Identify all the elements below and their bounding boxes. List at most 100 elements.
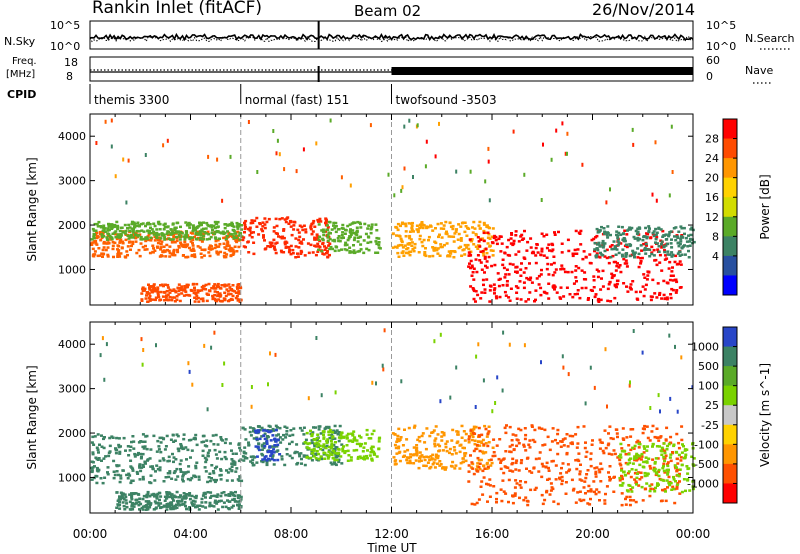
scatter-point [283, 218, 287, 221]
scatter-point [688, 244, 692, 247]
scatter-point [170, 477, 174, 480]
scatter-point [326, 228, 330, 232]
scatter-point [266, 450, 270, 454]
scatter-point [250, 461, 254, 465]
scatter-point [626, 290, 630, 293]
scatter-point [165, 232, 169, 235]
scatter-point [679, 263, 683, 266]
scatter-point [594, 492, 598, 496]
scatter-point [498, 295, 502, 299]
scatter-point [584, 455, 588, 458]
scatter-point [327, 450, 331, 454]
scatter-point [690, 455, 694, 458]
scatter-point [396, 228, 400, 232]
scatter-point [536, 251, 540, 254]
scatter-point [480, 291, 484, 294]
scatter-point [216, 291, 219, 294]
scatter-point [173, 507, 177, 510]
scatter-point [686, 467, 690, 471]
scatter-point [248, 426, 252, 429]
scatter-point [209, 439, 213, 443]
scatter-point [216, 253, 220, 256]
scatter-point [310, 434, 314, 438]
scatter-point [141, 440, 145, 443]
scatter-point [515, 444, 519, 448]
scatter-point [215, 457, 219, 460]
scatter-point [185, 233, 189, 237]
scatter-point [482, 229, 486, 233]
scatter-point [249, 460, 253, 463]
scatter-point [641, 431, 645, 435]
scatter-point [489, 464, 493, 467]
scatter-point [348, 230, 352, 233]
scatter-point [300, 225, 304, 229]
scatter-point [270, 445, 274, 448]
scatter-point [640, 249, 644, 252]
scatter-point [167, 249, 171, 253]
scatter-point [95, 475, 99, 478]
scatter-point [193, 286, 196, 289]
scatter-point [183, 240, 187, 244]
scatter-point [203, 456, 207, 460]
scatter-point [646, 436, 650, 440]
scatter-point [119, 233, 123, 236]
scatter-point [205, 238, 209, 241]
scatter-point [232, 252, 236, 255]
x-tick-label: 08:00 [274, 527, 309, 541]
scatter-point [482, 283, 485, 287]
scatter-point [570, 270, 574, 274]
scatter-point [143, 287, 147, 291]
scatter-point [223, 285, 227, 288]
scatter-point [96, 254, 100, 258]
scatter-point [117, 504, 121, 507]
scatter-point [213, 246, 217, 250]
scatter-point [468, 262, 471, 265]
scatter-point [514, 253, 518, 256]
scatter-point [249, 221, 253, 225]
scatter-point [621, 248, 625, 251]
scatter-point [282, 229, 286, 232]
scatter-point [95, 466, 99, 470]
scatter-point [495, 497, 498, 501]
scatter-point [215, 230, 219, 233]
scatter-point [333, 249, 337, 253]
scatter-point [141, 508, 145, 511]
scatter-point [456, 238, 460, 241]
scatter-point [490, 461, 494, 465]
y-tick-label: 4000 [58, 338, 86, 351]
scatter-point [103, 476, 107, 479]
scatter-point [408, 459, 412, 462]
scatter-point [580, 269, 584, 272]
scatter-point [431, 254, 435, 258]
scatter-point [636, 256, 640, 259]
scatter-point [647, 229, 651, 233]
scatter-point [193, 235, 196, 239]
scatter-point [129, 459, 133, 462]
scatter-point [401, 444, 405, 447]
scatter-point [423, 253, 427, 257]
scatter-point [340, 236, 344, 240]
scatter-point [321, 238, 325, 242]
scatter-point [265, 220, 269, 224]
scatter-point [195, 237, 198, 241]
scatter-point [413, 424, 417, 428]
scatter-point [141, 463, 145, 467]
scatter-point [99, 225, 103, 228]
scatter-point [159, 495, 163, 498]
scatter-point [604, 446, 608, 450]
scatter-point [678, 468, 682, 471]
scatter-point [190, 236, 194, 239]
scatter-point [372, 450, 376, 454]
scatter-point [504, 450, 508, 453]
scatter-point [629, 488, 633, 491]
scatter-point [486, 236, 490, 239]
scatter-point [322, 433, 325, 437]
colorbar-swatch [723, 119, 737, 140]
scatter-point [369, 447, 373, 450]
scatter-point [646, 445, 649, 448]
scatter-point [317, 445, 321, 449]
scatter-point [622, 257, 626, 261]
scatter-point [635, 483, 638, 486]
scatter-point [160, 283, 164, 286]
scatter-point [644, 248, 648, 251]
